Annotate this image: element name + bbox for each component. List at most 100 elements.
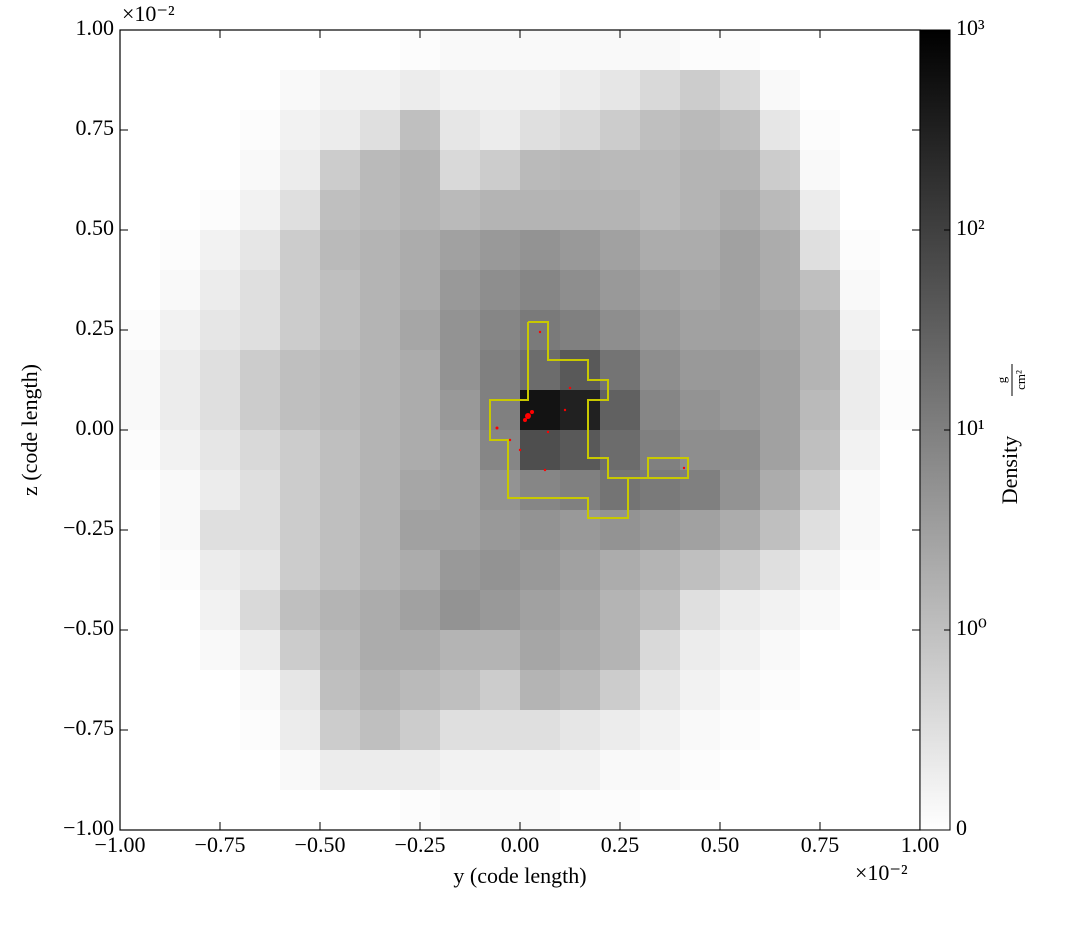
cell xyxy=(600,390,641,431)
cell xyxy=(320,150,361,191)
cell xyxy=(440,230,481,271)
cell xyxy=(240,30,281,71)
cell xyxy=(320,670,361,711)
cell xyxy=(760,470,801,511)
cell xyxy=(480,670,521,711)
cell xyxy=(280,430,321,471)
cell xyxy=(520,630,561,671)
cell xyxy=(680,270,721,311)
cell xyxy=(800,150,841,191)
cell xyxy=(120,430,161,471)
cell xyxy=(640,750,681,791)
cell xyxy=(160,670,201,711)
cell xyxy=(480,790,521,831)
cell xyxy=(760,430,801,471)
cell xyxy=(280,550,321,591)
cell xyxy=(320,270,361,311)
cell xyxy=(400,110,441,151)
cell xyxy=(240,110,281,151)
cell xyxy=(680,510,721,551)
cell xyxy=(840,430,881,471)
x-tick-label: −0.50 xyxy=(295,832,346,857)
cell xyxy=(640,30,681,71)
cell xyxy=(520,390,561,431)
colorbar-tick-label: 10² xyxy=(956,215,985,240)
cell xyxy=(400,670,441,711)
cell xyxy=(880,230,921,271)
cell xyxy=(600,630,641,671)
cell xyxy=(720,150,761,191)
cell xyxy=(560,230,601,271)
cell xyxy=(760,150,801,191)
x-tick-label: 0.50 xyxy=(701,832,740,857)
cell xyxy=(720,630,761,671)
cell xyxy=(200,510,241,551)
cell xyxy=(360,670,401,711)
cell xyxy=(840,110,881,151)
cell xyxy=(680,230,721,271)
y-tick-label: 0.25 xyxy=(76,315,115,340)
cell xyxy=(160,550,201,591)
cell xyxy=(560,630,601,671)
cell xyxy=(760,350,801,391)
cell xyxy=(840,630,881,671)
y-tick-label: 0.50 xyxy=(76,215,115,240)
cell xyxy=(800,230,841,271)
cell xyxy=(680,30,721,71)
cell xyxy=(760,790,801,831)
cell xyxy=(640,790,681,831)
cell xyxy=(760,630,801,671)
cell xyxy=(240,510,281,551)
cell xyxy=(760,510,801,551)
x-tick-label: −1.00 xyxy=(95,832,146,857)
cell xyxy=(200,270,241,311)
cell xyxy=(680,150,721,191)
cell xyxy=(280,190,321,231)
cell xyxy=(800,430,841,471)
cell xyxy=(720,430,761,471)
cell xyxy=(520,270,561,311)
cell xyxy=(840,510,881,551)
cell xyxy=(400,750,441,791)
cell xyxy=(200,190,241,231)
cell xyxy=(640,190,681,231)
cell xyxy=(400,710,441,751)
cell xyxy=(600,70,641,111)
cell xyxy=(640,230,681,271)
x-tick-label: −0.75 xyxy=(195,832,246,857)
cell xyxy=(760,190,801,231)
cell xyxy=(800,550,841,591)
cell xyxy=(880,630,921,671)
y-tick-label: −0.75 xyxy=(63,715,114,740)
y-tick-label: −0.25 xyxy=(63,515,114,540)
cell xyxy=(840,470,881,511)
cell xyxy=(280,110,321,151)
cell xyxy=(240,630,281,671)
cell xyxy=(160,350,201,391)
cell xyxy=(560,190,601,231)
cell xyxy=(800,510,841,551)
cell xyxy=(800,110,841,151)
cell xyxy=(840,230,881,271)
cell xyxy=(520,230,561,271)
cell xyxy=(600,150,641,191)
cell xyxy=(320,790,361,831)
cell xyxy=(720,510,761,551)
cell xyxy=(160,470,201,511)
cell xyxy=(520,310,561,351)
cell xyxy=(360,190,401,231)
cell xyxy=(320,350,361,391)
cell xyxy=(800,670,841,711)
cell xyxy=(560,670,601,711)
cell xyxy=(280,630,321,671)
y-tick-label: 1.00 xyxy=(76,15,115,40)
cell xyxy=(640,630,681,671)
cell xyxy=(400,270,441,311)
cell xyxy=(280,470,321,511)
cell xyxy=(800,270,841,311)
cell xyxy=(360,310,401,351)
cell xyxy=(320,710,361,751)
cell xyxy=(240,270,281,311)
cell xyxy=(520,590,561,631)
cell xyxy=(640,70,681,111)
